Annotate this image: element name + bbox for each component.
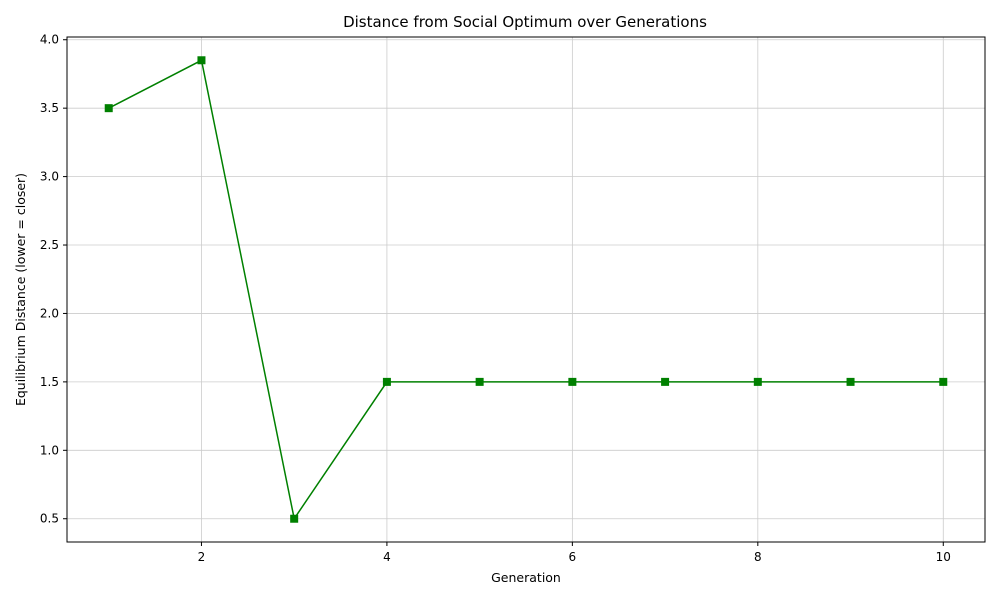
x-tick-label: 4 bbox=[383, 550, 391, 564]
x-tick-label: 6 bbox=[569, 550, 577, 564]
y-tick-label: 2.0 bbox=[40, 306, 59, 320]
y-tick-label: 3.0 bbox=[40, 170, 59, 184]
grid bbox=[67, 37, 985, 542]
data-point-marker bbox=[290, 514, 299, 523]
y-axis-label: Equilibrium Distance (lower = closer) bbox=[13, 173, 28, 406]
data-point-marker bbox=[197, 56, 206, 65]
data-point-marker bbox=[568, 377, 577, 386]
data-point-marker bbox=[846, 377, 855, 386]
y-tick-label: 2.5 bbox=[40, 238, 59, 252]
data-point-marker bbox=[753, 377, 762, 386]
y-tick-label: 1.5 bbox=[40, 375, 59, 389]
series-line bbox=[108, 59, 944, 521]
x-tick-label: 10 bbox=[936, 550, 951, 564]
y-tick-label: 4.0 bbox=[40, 33, 59, 47]
x-axis-label: Generation bbox=[491, 570, 561, 585]
y-tick-label: 0.5 bbox=[40, 512, 59, 526]
x-tick-label: 2 bbox=[198, 550, 206, 564]
data-point-marker bbox=[939, 377, 948, 386]
chart-title: Distance from Social Optimum over Genera… bbox=[343, 13, 707, 31]
y-tick-label: 3.5 bbox=[40, 101, 59, 115]
x-tick-label: 8 bbox=[754, 550, 762, 564]
plot-frame bbox=[66, 36, 986, 543]
data-point-marker bbox=[104, 104, 113, 113]
data-point-marker bbox=[382, 377, 391, 386]
data-point-marker bbox=[661, 377, 670, 386]
x-axis: 2 4 6 8 10 bbox=[198, 542, 951, 564]
data-point-marker bbox=[475, 377, 484, 386]
y-tick-label: 1.0 bbox=[40, 443, 59, 457]
y-axis: 0.5 1.0 1.5 2.0 2.5 3.0 3.5 4.0 bbox=[40, 33, 67, 526]
series-layer bbox=[104, 56, 948, 523]
